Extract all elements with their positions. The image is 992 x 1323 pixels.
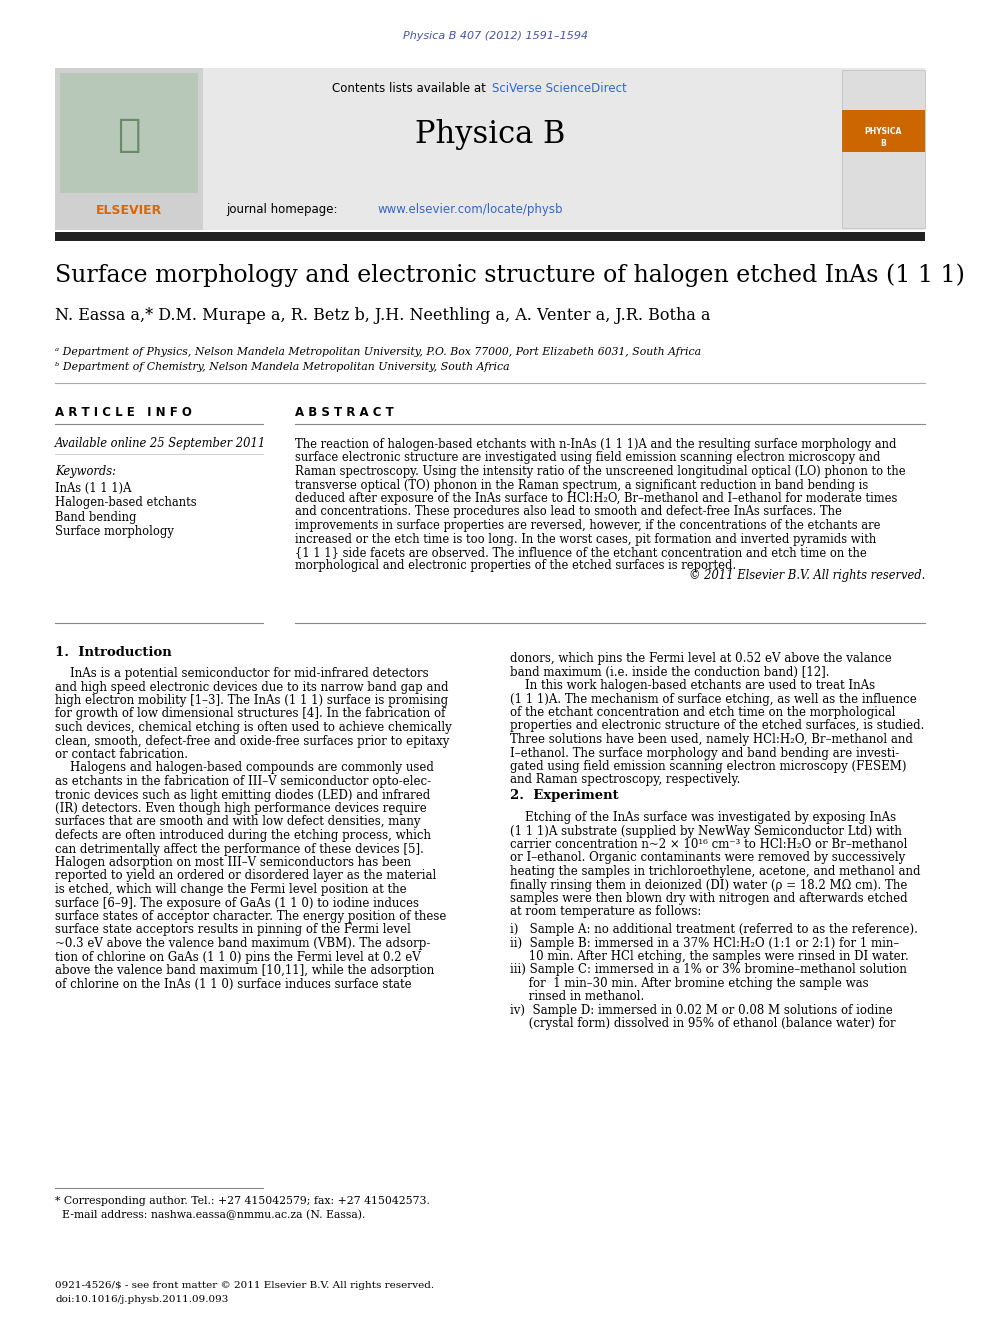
Text: of the etchant concentration and etch time on the morphological: of the etchant concentration and etch ti… xyxy=(510,706,896,718)
Text: such devices, chemical etching is often used to achieve chemically: such devices, chemical etching is often … xyxy=(55,721,451,734)
Text: 🌳: 🌳 xyxy=(117,116,141,153)
Text: tronic devices such as light emitting diodes (LED) and infrared: tronic devices such as light emitting di… xyxy=(55,789,431,802)
Text: surface electronic structure are investigated using field emission scanning elec: surface electronic structure are investi… xyxy=(295,451,881,464)
Text: Keywords:: Keywords: xyxy=(55,466,116,479)
Text: rinsed in methanol.: rinsed in methanol. xyxy=(510,991,644,1004)
Text: band maximum (i.e. inside the conduction band) [12].: band maximum (i.e. inside the conduction… xyxy=(510,665,829,679)
Text: and Raman spectroscopy, respectively.: and Raman spectroscopy, respectively. xyxy=(510,774,740,786)
Text: ᵇ Department of Chemistry, Nelson Mandela Metropolitan University, South Africa: ᵇ Department of Chemistry, Nelson Mandel… xyxy=(55,363,510,372)
Bar xyxy=(842,110,925,152)
Text: is etched, which will change the Fermi level position at the: is etched, which will change the Fermi l… xyxy=(55,882,407,896)
Text: The reaction of halogen-based etchants with n-InAs (1 1 1)A and the resulting su: The reaction of halogen-based etchants w… xyxy=(295,438,897,451)
Text: for growth of low dimensional structures [4]. In the fabrication of: for growth of low dimensional structures… xyxy=(55,708,445,721)
Text: surface states of acceptor character. The energy position of these: surface states of acceptor character. Th… xyxy=(55,910,446,923)
Text: A B S T R A C T: A B S T R A C T xyxy=(295,406,394,419)
Text: carrier concentration n~2 × 10¹⁶ cm⁻³ to HCl:H₂O or Br–methanol: carrier concentration n~2 × 10¹⁶ cm⁻³ to… xyxy=(510,837,908,851)
Text: (IR) detectors. Even though high performance devices require: (IR) detectors. Even though high perform… xyxy=(55,802,427,815)
Text: Etching of the InAs surface was investigated by exposing InAs: Etching of the InAs surface was investig… xyxy=(510,811,896,824)
Text: improvements in surface properties are reversed, however, if the concentrations : improvements in surface properties are r… xyxy=(295,519,881,532)
Text: donors, which pins the Fermi level at 0.52 eV above the valance: donors, which pins the Fermi level at 0.… xyxy=(510,652,892,665)
Bar xyxy=(842,70,925,228)
Text: samples were then blown dry with nitrogen and afterwards etched: samples were then blown dry with nitroge… xyxy=(510,892,908,905)
Text: clean, smooth, defect-free and oxide-free surfaces prior to epitaxy: clean, smooth, defect-free and oxide-fre… xyxy=(55,734,449,747)
Text: InAs is a potential semiconductor for mid-infrared detectors: InAs is a potential semiconductor for mi… xyxy=(55,667,429,680)
Text: ii)  Sample B: immersed in a 37% HCl:H₂O (1:1 or 2:1) for 1 min–: ii) Sample B: immersed in a 37% HCl:H₂O … xyxy=(510,937,900,950)
Text: 1.  Introduction: 1. Introduction xyxy=(55,646,172,659)
Text: gated using field emission scanning electron microscopy (FESEM): gated using field emission scanning elec… xyxy=(510,759,907,773)
Text: Physica B 407 (2012) 1591–1594: Physica B 407 (2012) 1591–1594 xyxy=(404,30,588,41)
Text: heating the samples in trichloroethylene, acetone, and methanol and: heating the samples in trichloroethylene… xyxy=(510,865,921,878)
Text: surface [6–9]. The exposure of GaAs (1 1 0) to iodine induces: surface [6–9]. The exposure of GaAs (1 1… xyxy=(55,897,419,909)
Text: 2.  Experiment: 2. Experiment xyxy=(510,789,619,802)
Text: 10 min. After HCl etching, the samples were rinsed in DI water.: 10 min. After HCl etching, the samples w… xyxy=(510,950,909,963)
Text: Three solutions have been used, namely HCl:H₂O, Br–methanol and: Three solutions have been used, namely H… xyxy=(510,733,913,746)
Text: Surface morphology and electronic structure of halogen etched InAs (1 1 1): Surface morphology and electronic struct… xyxy=(55,263,965,287)
Text: Band bending: Band bending xyxy=(55,511,137,524)
Text: Halogen-based etchants: Halogen-based etchants xyxy=(55,496,196,509)
Text: surfaces that are smooth and with low defect densities, many: surfaces that are smooth and with low de… xyxy=(55,815,421,828)
Text: and concentrations. These procedures also lead to smooth and defect-free InAs su: and concentrations. These procedures als… xyxy=(295,505,842,519)
Text: defects are often introduced during the etching process, which: defects are often introduced during the … xyxy=(55,830,431,841)
Text: Physica B: Physica B xyxy=(415,119,565,151)
Text: finally rinsing them in deionized (DI) water (ρ = 18.2 MΩ cm). The: finally rinsing them in deionized (DI) w… xyxy=(510,878,908,892)
Text: at room temperature as follows:: at room temperature as follows: xyxy=(510,905,701,918)
Text: ~0.3 eV above the valence band maximum (VBM). The adsorp-: ~0.3 eV above the valence band maximum (… xyxy=(55,937,431,950)
Text: properties and electronic structure of the etched surfaces, is studied.: properties and electronic structure of t… xyxy=(510,720,925,733)
Text: or I–ethanol. Organic contaminants were removed by successively: or I–ethanol. Organic contaminants were … xyxy=(510,852,906,864)
Text: Halogens and halogen-based compounds are commonly used: Halogens and halogen-based compounds are… xyxy=(55,762,434,774)
Text: above the valence band maximum [10,11], while the adsorption: above the valence band maximum [10,11], … xyxy=(55,964,434,976)
Bar xyxy=(55,232,925,241)
Text: high electron mobility [1–3]. The InAs (1 1 1) surface is promising: high electron mobility [1–3]. The InAs (… xyxy=(55,695,448,706)
Text: or contact fabrication.: or contact fabrication. xyxy=(55,747,188,761)
Text: E-mail address: nashwa.eassa@nmmu.ac.za (N. Eassa).: E-mail address: nashwa.eassa@nmmu.ac.za … xyxy=(55,1211,365,1220)
Text: InAs (1 1 1)A: InAs (1 1 1)A xyxy=(55,482,131,495)
Text: I–ethanol. The surface morphology and band bending are investi-: I–ethanol. The surface morphology and ba… xyxy=(510,746,900,759)
Text: A R T I C L E   I N F O: A R T I C L E I N F O xyxy=(55,406,191,419)
Text: for  1 min–30 min. After bromine etching the sample was: for 1 min–30 min. After bromine etching … xyxy=(510,976,869,990)
Text: iii) Sample C: immersed in a 1% or 3% bromine–methanol solution: iii) Sample C: immersed in a 1% or 3% br… xyxy=(510,963,907,976)
Text: transverse optical (TO) phonon in the Raman spectrum, a significant reduction in: transverse optical (TO) phonon in the Ra… xyxy=(295,479,868,492)
Text: reported to yield an ordered or disordered layer as the material: reported to yield an ordered or disorder… xyxy=(55,869,436,882)
Text: ᵃ Department of Physics, Nelson Mandela Metropolitan University, P.O. Box 77000,: ᵃ Department of Physics, Nelson Mandela … xyxy=(55,347,701,357)
Text: Surface morphology: Surface morphology xyxy=(55,525,174,538)
Text: N. Eassa a,* D.M. Murape a, R. Betz b, J.H. Neethling a, A. Venter a, J.R. Botha: N. Eassa a,* D.M. Murape a, R. Betz b, J… xyxy=(55,307,710,324)
Bar xyxy=(55,67,203,230)
Text: morphological and electronic properties of the etched surfaces is reported.: morphological and electronic properties … xyxy=(295,560,736,573)
Text: tion of chlorine on GaAs (1 1 0) pins the Fermi level at 0.2 eV: tion of chlorine on GaAs (1 1 0) pins th… xyxy=(55,950,421,963)
Text: doi:10.1016/j.physb.2011.09.093: doi:10.1016/j.physb.2011.09.093 xyxy=(55,1294,228,1303)
Text: deduced after exposure of the InAs surface to HCl:H₂O, Br–methanol and I–ethanol: deduced after exposure of the InAs surfa… xyxy=(295,492,898,505)
Text: 0921-4526/$ - see front matter © 2011 Elsevier B.V. All rights reserved.: 0921-4526/$ - see front matter © 2011 El… xyxy=(55,1281,434,1290)
Text: Halogen adsorption on most III–V semiconductors has been: Halogen adsorption on most III–V semicon… xyxy=(55,856,411,869)
Text: Available online 25 September 2011: Available online 25 September 2011 xyxy=(55,438,266,451)
Text: (1 1 1)A substrate (supplied by NewWay Semiconductor Ltd) with: (1 1 1)A substrate (supplied by NewWay S… xyxy=(510,824,902,837)
Text: (1 1 1)A. The mechanism of surface etching, as well as the influence: (1 1 1)A. The mechanism of surface etchi… xyxy=(510,692,917,705)
Text: Contents lists available at: Contents lists available at xyxy=(332,82,490,94)
Text: increased or the etch time is too long. In the worst cases, pit formation and in: increased or the etch time is too long. … xyxy=(295,532,876,545)
Text: i)   Sample A: no additional treatment (referred to as the reference).: i) Sample A: no additional treatment (re… xyxy=(510,923,918,935)
Text: as etchants in the fabrication of III–V semiconductor opto-elec-: as etchants in the fabrication of III–V … xyxy=(55,775,432,789)
Text: of chlorine on the InAs (1 1 0) surface induces surface state: of chlorine on the InAs (1 1 0) surface … xyxy=(55,978,412,991)
Text: * Corresponding author. Tel.: +27 415042579; fax: +27 415042573.: * Corresponding author. Tel.: +27 415042… xyxy=(55,1196,430,1207)
Text: can detrimentally affect the performance of these devices [5].: can detrimentally affect the performance… xyxy=(55,843,424,856)
Text: surface state acceptors results in pinning of the Fermi level: surface state acceptors results in pinni… xyxy=(55,923,411,937)
Text: Raman spectroscopy. Using the intensity ratio of the unscreened longitudinal opt: Raman spectroscopy. Using the intensity … xyxy=(295,464,906,478)
Text: and high speed electronic devices due to its narrow band gap and: and high speed electronic devices due to… xyxy=(55,680,448,693)
Text: ELSEVIER: ELSEVIER xyxy=(96,204,162,217)
Text: www.elsevier.com/locate/physb: www.elsevier.com/locate/physb xyxy=(378,204,563,217)
Text: © 2011 Elsevier B.V. All rights reserved.: © 2011 Elsevier B.V. All rights reserved… xyxy=(688,569,925,582)
Text: PHYSICA: PHYSICA xyxy=(864,127,902,135)
Text: journal homepage:: journal homepage: xyxy=(226,204,341,217)
Bar xyxy=(55,67,925,230)
Text: SciVerse ScienceDirect: SciVerse ScienceDirect xyxy=(492,82,627,94)
Text: (crystal form) dissolved in 95% of ethanol (balance water) for: (crystal form) dissolved in 95% of ethan… xyxy=(510,1017,896,1031)
Text: {1 1 1} side facets are observed. The influence of the etchant concentration and: {1 1 1} side facets are observed. The in… xyxy=(295,546,867,560)
Text: B: B xyxy=(880,139,886,147)
Bar xyxy=(60,73,198,193)
Text: iv)  Sample D: immersed in 0.02 M or 0.08 M solutions of iodine: iv) Sample D: immersed in 0.02 M or 0.08… xyxy=(510,1004,893,1017)
Text: In this work halogen-based etchants are used to treat InAs: In this work halogen-based etchants are … xyxy=(510,679,875,692)
